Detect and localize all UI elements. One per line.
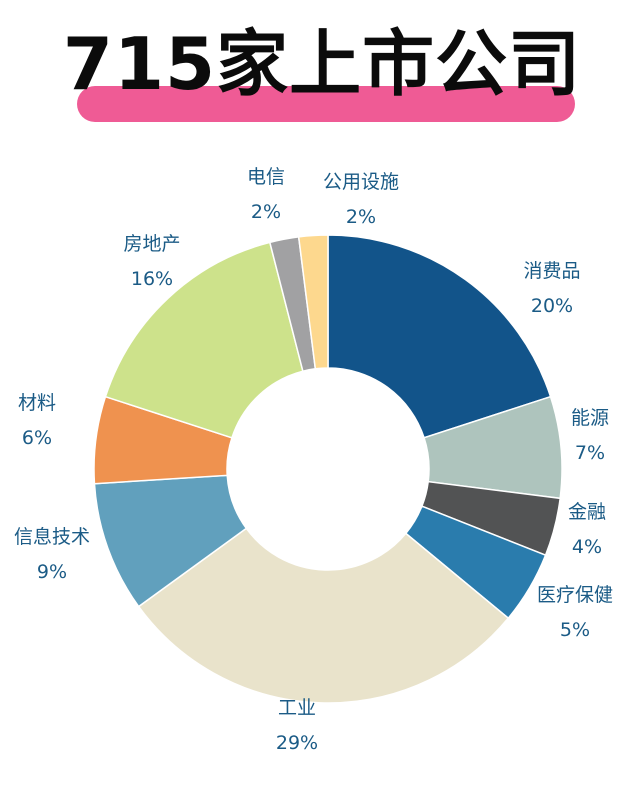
slice-value-label: 5% — [560, 619, 590, 641]
slice-name-label: 信息技术 — [14, 526, 90, 548]
slice-value-label: 16% — [131, 268, 173, 290]
slice-name-label: 医疗保健 — [537, 584, 613, 606]
slice-8 — [104, 241, 304, 439]
slice-10 — [297, 234, 329, 370]
slice-value-label: 7% — [575, 442, 605, 464]
slice-value-label: 4% — [572, 536, 602, 558]
slices-layer — [93, 234, 563, 704]
slice-name-label: 消费品 — [523, 260, 580, 282]
slice-name-label: 工业 — [278, 697, 316, 719]
slice-value-label: 29% — [276, 732, 318, 754]
slice-1 — [327, 234, 552, 439]
page-title: 715家上市公司 — [62, 22, 582, 106]
slice-value-label: 20% — [531, 295, 573, 317]
slice-name-label: 电信 — [247, 166, 285, 188]
slice-value-label: 9% — [37, 561, 67, 583]
title-area: 715家上市公司 — [0, 0, 644, 140]
slice-name-label: 房地产 — [123, 233, 180, 255]
slice-value-label: 2% — [251, 201, 281, 223]
labels-layer: 消费品 20% 能源 7% 金融 4% 医疗保健 5% 工业 29% 信息技术 9% 材料 6% 房地产 16… — [14, 166, 613, 754]
slice-value-label: 6% — [22, 427, 52, 449]
title-highlight-bar — [77, 86, 575, 122]
slice-name-label: 公用设施 — [323, 171, 399, 193]
slice-value-label: 2% — [346, 206, 376, 228]
slice-name-label: 材料 — [18, 392, 56, 414]
slice-name-label: 能源 — [571, 407, 609, 429]
slice-5 — [137, 527, 510, 704]
slice-name-label: 金融 — [568, 501, 606, 523]
